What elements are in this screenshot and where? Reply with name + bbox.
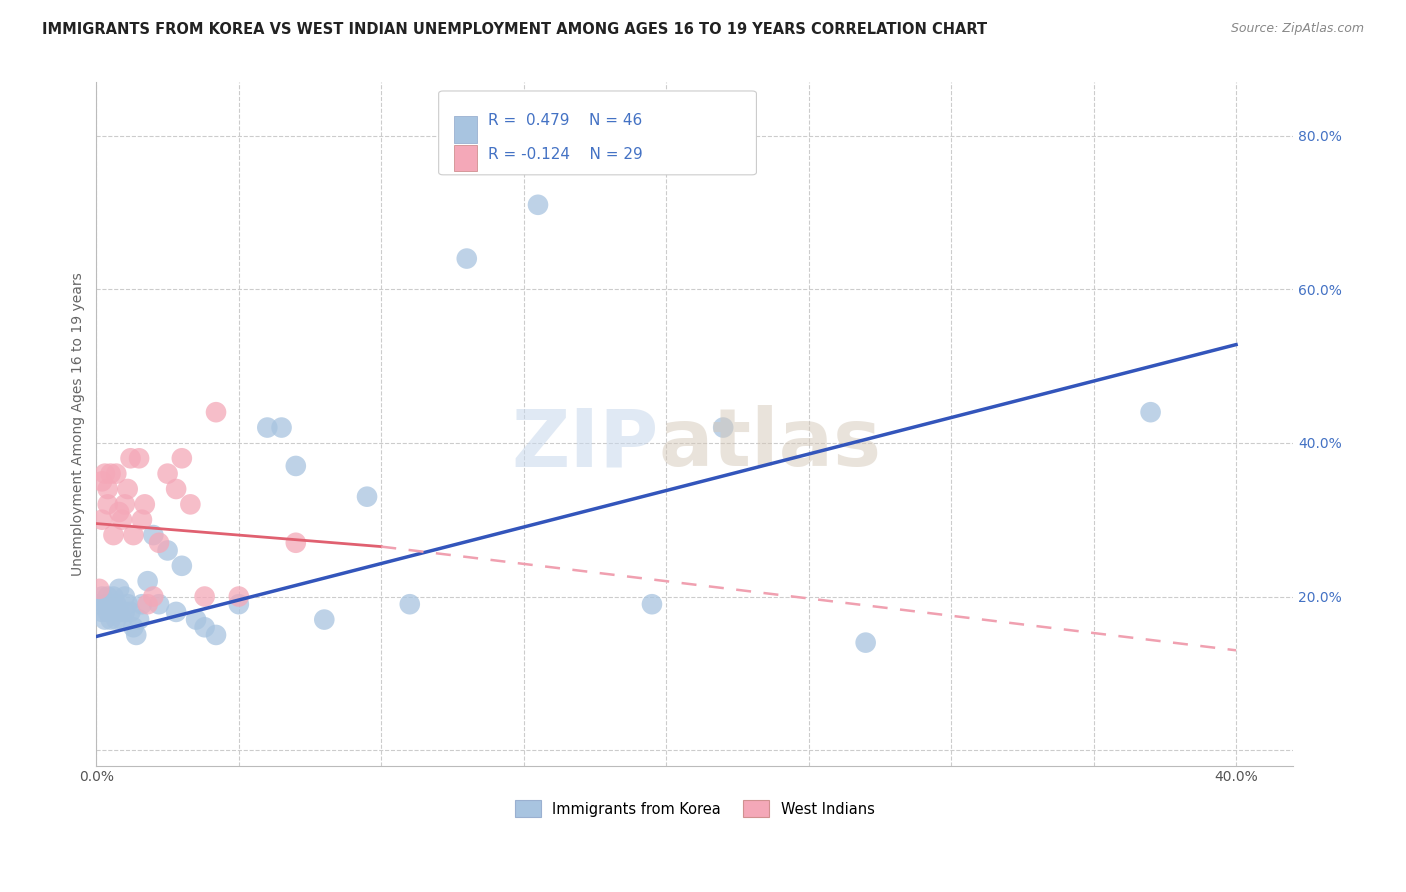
Point	[156, 543, 179, 558]
Point	[120, 605, 142, 619]
Point	[108, 605, 131, 619]
Point	[89, 597, 111, 611]
Point	[136, 597, 159, 611]
Point	[97, 482, 120, 496]
Point	[170, 558, 193, 573]
Point	[165, 605, 187, 619]
Point	[156, 467, 179, 481]
Point	[134, 497, 156, 511]
Point	[100, 467, 122, 481]
Point	[228, 590, 250, 604]
Point	[641, 597, 664, 611]
Point	[114, 590, 136, 604]
Point	[142, 528, 165, 542]
Point	[117, 597, 139, 611]
Text: atlas: atlas	[659, 405, 882, 483]
Y-axis label: Unemployment Among Ages 16 to 19 years: Unemployment Among Ages 16 to 19 years	[72, 272, 86, 575]
Legend: Immigrants from Korea, West Indians: Immigrants from Korea, West Indians	[509, 795, 880, 823]
Point	[148, 535, 170, 549]
Point	[205, 628, 228, 642]
Point	[165, 482, 187, 496]
Point	[356, 490, 378, 504]
Point	[194, 590, 217, 604]
Point	[91, 605, 114, 619]
Point	[1139, 405, 1161, 419]
Point	[97, 497, 120, 511]
Point	[91, 590, 114, 604]
Point	[114, 497, 136, 511]
Point	[103, 528, 125, 542]
Point	[111, 613, 134, 627]
Point	[100, 613, 122, 627]
Text: IMMIGRANTS FROM KOREA VS WEST INDIAN UNEMPLOYMENT AMONG AGES 16 TO 19 YEARS CORR: IMMIGRANTS FROM KOREA VS WEST INDIAN UNE…	[42, 22, 987, 37]
Point	[105, 467, 128, 481]
Point	[111, 513, 134, 527]
Point	[89, 582, 111, 596]
Point	[94, 467, 117, 481]
Point	[131, 513, 153, 527]
Point	[527, 198, 550, 212]
Point	[120, 451, 142, 466]
Point	[122, 528, 145, 542]
Point	[94, 613, 117, 627]
Point	[184, 613, 207, 627]
Point	[97, 590, 120, 604]
Point	[136, 574, 159, 589]
Point	[114, 605, 136, 619]
Point	[105, 597, 128, 611]
Point	[108, 505, 131, 519]
Point	[456, 252, 478, 266]
Point	[128, 451, 150, 466]
Point	[97, 605, 120, 619]
Point	[228, 597, 250, 611]
Point	[125, 628, 148, 642]
Text: ZIP: ZIP	[512, 405, 659, 483]
Point	[194, 620, 217, 634]
Point	[131, 597, 153, 611]
Point	[398, 597, 420, 611]
Point	[100, 597, 122, 611]
Point	[179, 497, 201, 511]
Point	[855, 635, 877, 649]
Point	[270, 420, 292, 434]
Point	[128, 613, 150, 627]
Point	[105, 613, 128, 627]
Point	[314, 613, 336, 627]
Point	[91, 513, 114, 527]
Point	[103, 605, 125, 619]
Point	[94, 597, 117, 611]
Text: R =  0.479    N = 46: R = 0.479 N = 46	[488, 113, 643, 128]
Point	[284, 535, 307, 549]
Point	[170, 451, 193, 466]
Point	[108, 582, 131, 596]
Point	[256, 420, 278, 434]
Point	[91, 475, 114, 489]
Point	[142, 590, 165, 604]
Point	[711, 420, 734, 434]
Point	[148, 597, 170, 611]
Point	[205, 405, 228, 419]
Point	[122, 620, 145, 634]
Text: Source: ZipAtlas.com: Source: ZipAtlas.com	[1230, 22, 1364, 36]
Point	[117, 482, 139, 496]
Text: R = -0.124    N = 29: R = -0.124 N = 29	[488, 147, 643, 162]
Point	[284, 458, 307, 473]
Point	[103, 590, 125, 604]
